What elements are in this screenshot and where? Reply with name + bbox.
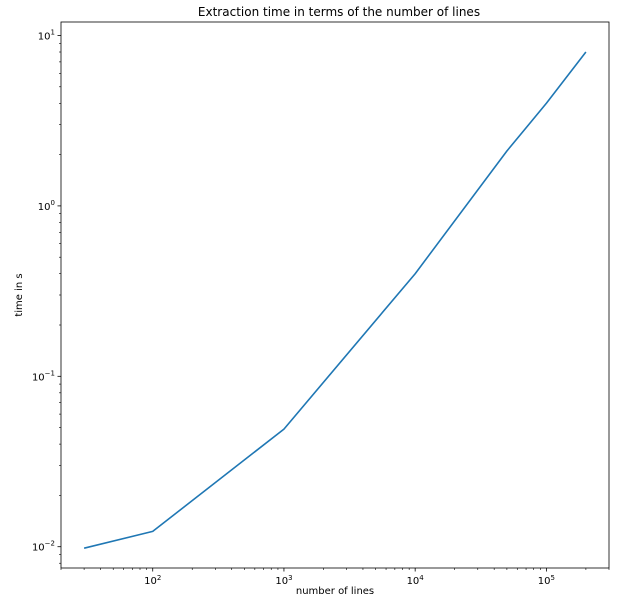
y-tick-exponent: −1 xyxy=(45,369,55,377)
y-tick-exponent: 0 xyxy=(51,199,55,207)
y-minor-ticks xyxy=(59,42,61,564)
x-tick-base: 10 xyxy=(144,576,157,587)
y-tick-label: 10−2 xyxy=(32,540,55,554)
series-line xyxy=(83,51,587,549)
y-tick-base: 10 xyxy=(38,202,51,213)
x-tick-exponent: 3 xyxy=(288,574,292,582)
y-tick-base: 10 xyxy=(32,543,45,554)
plot-area-frame xyxy=(60,21,610,569)
x-tick-label: 105 xyxy=(538,574,555,587)
x-tick-label: 104 xyxy=(407,574,425,587)
x-tick-base: 10 xyxy=(538,576,551,587)
x-axis-ticks: 102 103 104 105 xyxy=(144,568,555,587)
y-axis-label: time in s xyxy=(14,273,25,316)
x-tick-exponent: 4 xyxy=(419,574,424,582)
y-tick-base: 10 xyxy=(32,372,45,383)
x-minor-ticks xyxy=(60,568,610,570)
y-tick-label: 101 xyxy=(38,28,55,42)
y-tick-label: 100 xyxy=(38,199,55,213)
x-tick-exponent: 5 xyxy=(551,574,555,582)
y-tick-exponent: −2 xyxy=(45,540,55,548)
y-tick-label: 10−1 xyxy=(32,369,55,383)
y-tick-exponent: 1 xyxy=(51,28,55,36)
x-tick-base: 10 xyxy=(275,576,288,587)
y-tick-base: 10 xyxy=(38,31,51,42)
x-tick-base: 10 xyxy=(407,576,420,587)
series-layer xyxy=(83,51,587,549)
chart-title: Extraction time in terms of the number o… xyxy=(198,5,480,19)
x-tick-label: 103 xyxy=(275,574,292,587)
x-axis-label: number of lines xyxy=(296,586,374,597)
x-tick-label: 102 xyxy=(144,574,161,587)
x-tick-exponent: 2 xyxy=(157,574,161,582)
